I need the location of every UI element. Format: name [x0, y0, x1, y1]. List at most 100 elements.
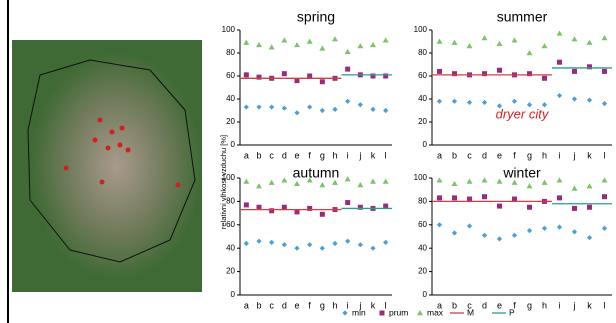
x-tick-label: f [308, 300, 311, 310]
marker-max [294, 181, 300, 186]
y-tick-label: 60 [418, 220, 427, 229]
x-tick-label: j [573, 300, 576, 310]
marker-prum [557, 195, 562, 200]
x-tick-label: k [587, 150, 592, 160]
marker-min [467, 100, 472, 105]
x-tick-label: h [542, 300, 547, 310]
marker-min [512, 233, 517, 238]
y-tick-label: 20 [418, 117, 427, 126]
marker-prum [497, 68, 502, 73]
marker-prum [282, 71, 287, 76]
marker-min [482, 233, 487, 238]
y-tick-label: 100 [222, 25, 236, 34]
marker-min [437, 222, 442, 227]
y-tick-label: 80 [226, 48, 235, 57]
x-tick-label: j [358, 150, 361, 160]
marker-max [370, 179, 376, 184]
marker-max [452, 181, 458, 186]
marker-min [572, 229, 577, 234]
x-tick-label: f [308, 150, 311, 160]
marker-max [557, 30, 563, 35]
x-tick-label: i [347, 150, 349, 160]
marker-prum [437, 195, 442, 200]
x-tick-label: l [604, 150, 606, 160]
x-tick-label: e [497, 150, 502, 160]
marker-min [307, 104, 312, 109]
chart-title: summer [497, 9, 548, 25]
marker-min [244, 241, 249, 246]
slide: 020406080100abcdefghijklspring0204060801… [0, 0, 616, 323]
marker-min [332, 241, 337, 246]
marker-prum [320, 79, 325, 84]
marker-min [452, 230, 457, 235]
marker-min [244, 104, 249, 109]
marker-prum [482, 194, 487, 199]
marker-min [370, 246, 375, 251]
marker-max [437, 39, 443, 44]
marker-prum [244, 72, 249, 77]
y-tick-label: 0 [423, 140, 428, 149]
x-tick-label: i [347, 300, 349, 310]
marker-prum [587, 205, 592, 210]
marker-max [587, 183, 593, 188]
marker-min [282, 106, 287, 111]
marker-prum [572, 206, 577, 211]
marker-max [497, 41, 503, 46]
marker-min [602, 226, 607, 231]
marker-max [587, 40, 593, 45]
x-tick-label: l [385, 150, 387, 160]
marker-min [512, 99, 517, 104]
legend-label: min [352, 307, 366, 317]
marker-max [357, 43, 363, 48]
marker-min [383, 240, 388, 245]
y-tick-label: 20 [226, 117, 235, 126]
marker-max [294, 42, 300, 47]
marker-prum [497, 204, 502, 209]
x-tick-label: a [244, 150, 249, 160]
marker-prum [345, 200, 350, 205]
x-tick-label: h [332, 300, 337, 310]
marker-max [307, 39, 313, 44]
legend-marker [380, 311, 385, 316]
x-tick-label: b [452, 150, 457, 160]
marker-min [269, 104, 274, 109]
marker-min [557, 225, 562, 230]
marker-max [269, 180, 275, 185]
marker-min [587, 98, 592, 103]
marker-min [358, 242, 363, 247]
x-tick-label: a [437, 150, 442, 160]
marker-min [602, 101, 607, 106]
marker-max [269, 44, 275, 49]
marker-max [256, 183, 262, 188]
marker-min [542, 226, 547, 231]
marker-min [345, 239, 350, 244]
chart-title: autumn [293, 165, 340, 181]
marker-max [281, 37, 287, 42]
marker-max [243, 179, 249, 184]
x-tick-label: c [269, 300, 274, 310]
x-tick-label: g [320, 150, 325, 160]
x-tick-label: i [559, 300, 561, 310]
marker-min [332, 107, 337, 112]
y-tick-label: 40 [226, 243, 235, 252]
marker-min [482, 100, 487, 105]
legend-marker [417, 310, 423, 315]
x-tick-label: g [320, 300, 325, 310]
marker-max [602, 177, 608, 182]
x-tick-label: h [542, 150, 547, 160]
x-tick-label: h [332, 150, 337, 160]
marker-min [320, 108, 325, 113]
chart-title: winter [502, 165, 541, 181]
marker-min [320, 246, 325, 251]
marker-max [482, 35, 488, 40]
marker-max [572, 186, 578, 191]
marker-min [467, 223, 472, 228]
x-tick-label: l [604, 300, 606, 310]
x-tick-label: e [294, 150, 299, 160]
marker-prum [572, 69, 577, 74]
y-tick-label: 20 [226, 267, 235, 276]
satellite-map [12, 40, 202, 292]
x-tick-label: d [282, 300, 287, 310]
y-tick-label: 0 [231, 290, 236, 299]
legend-label: P [509, 307, 515, 317]
